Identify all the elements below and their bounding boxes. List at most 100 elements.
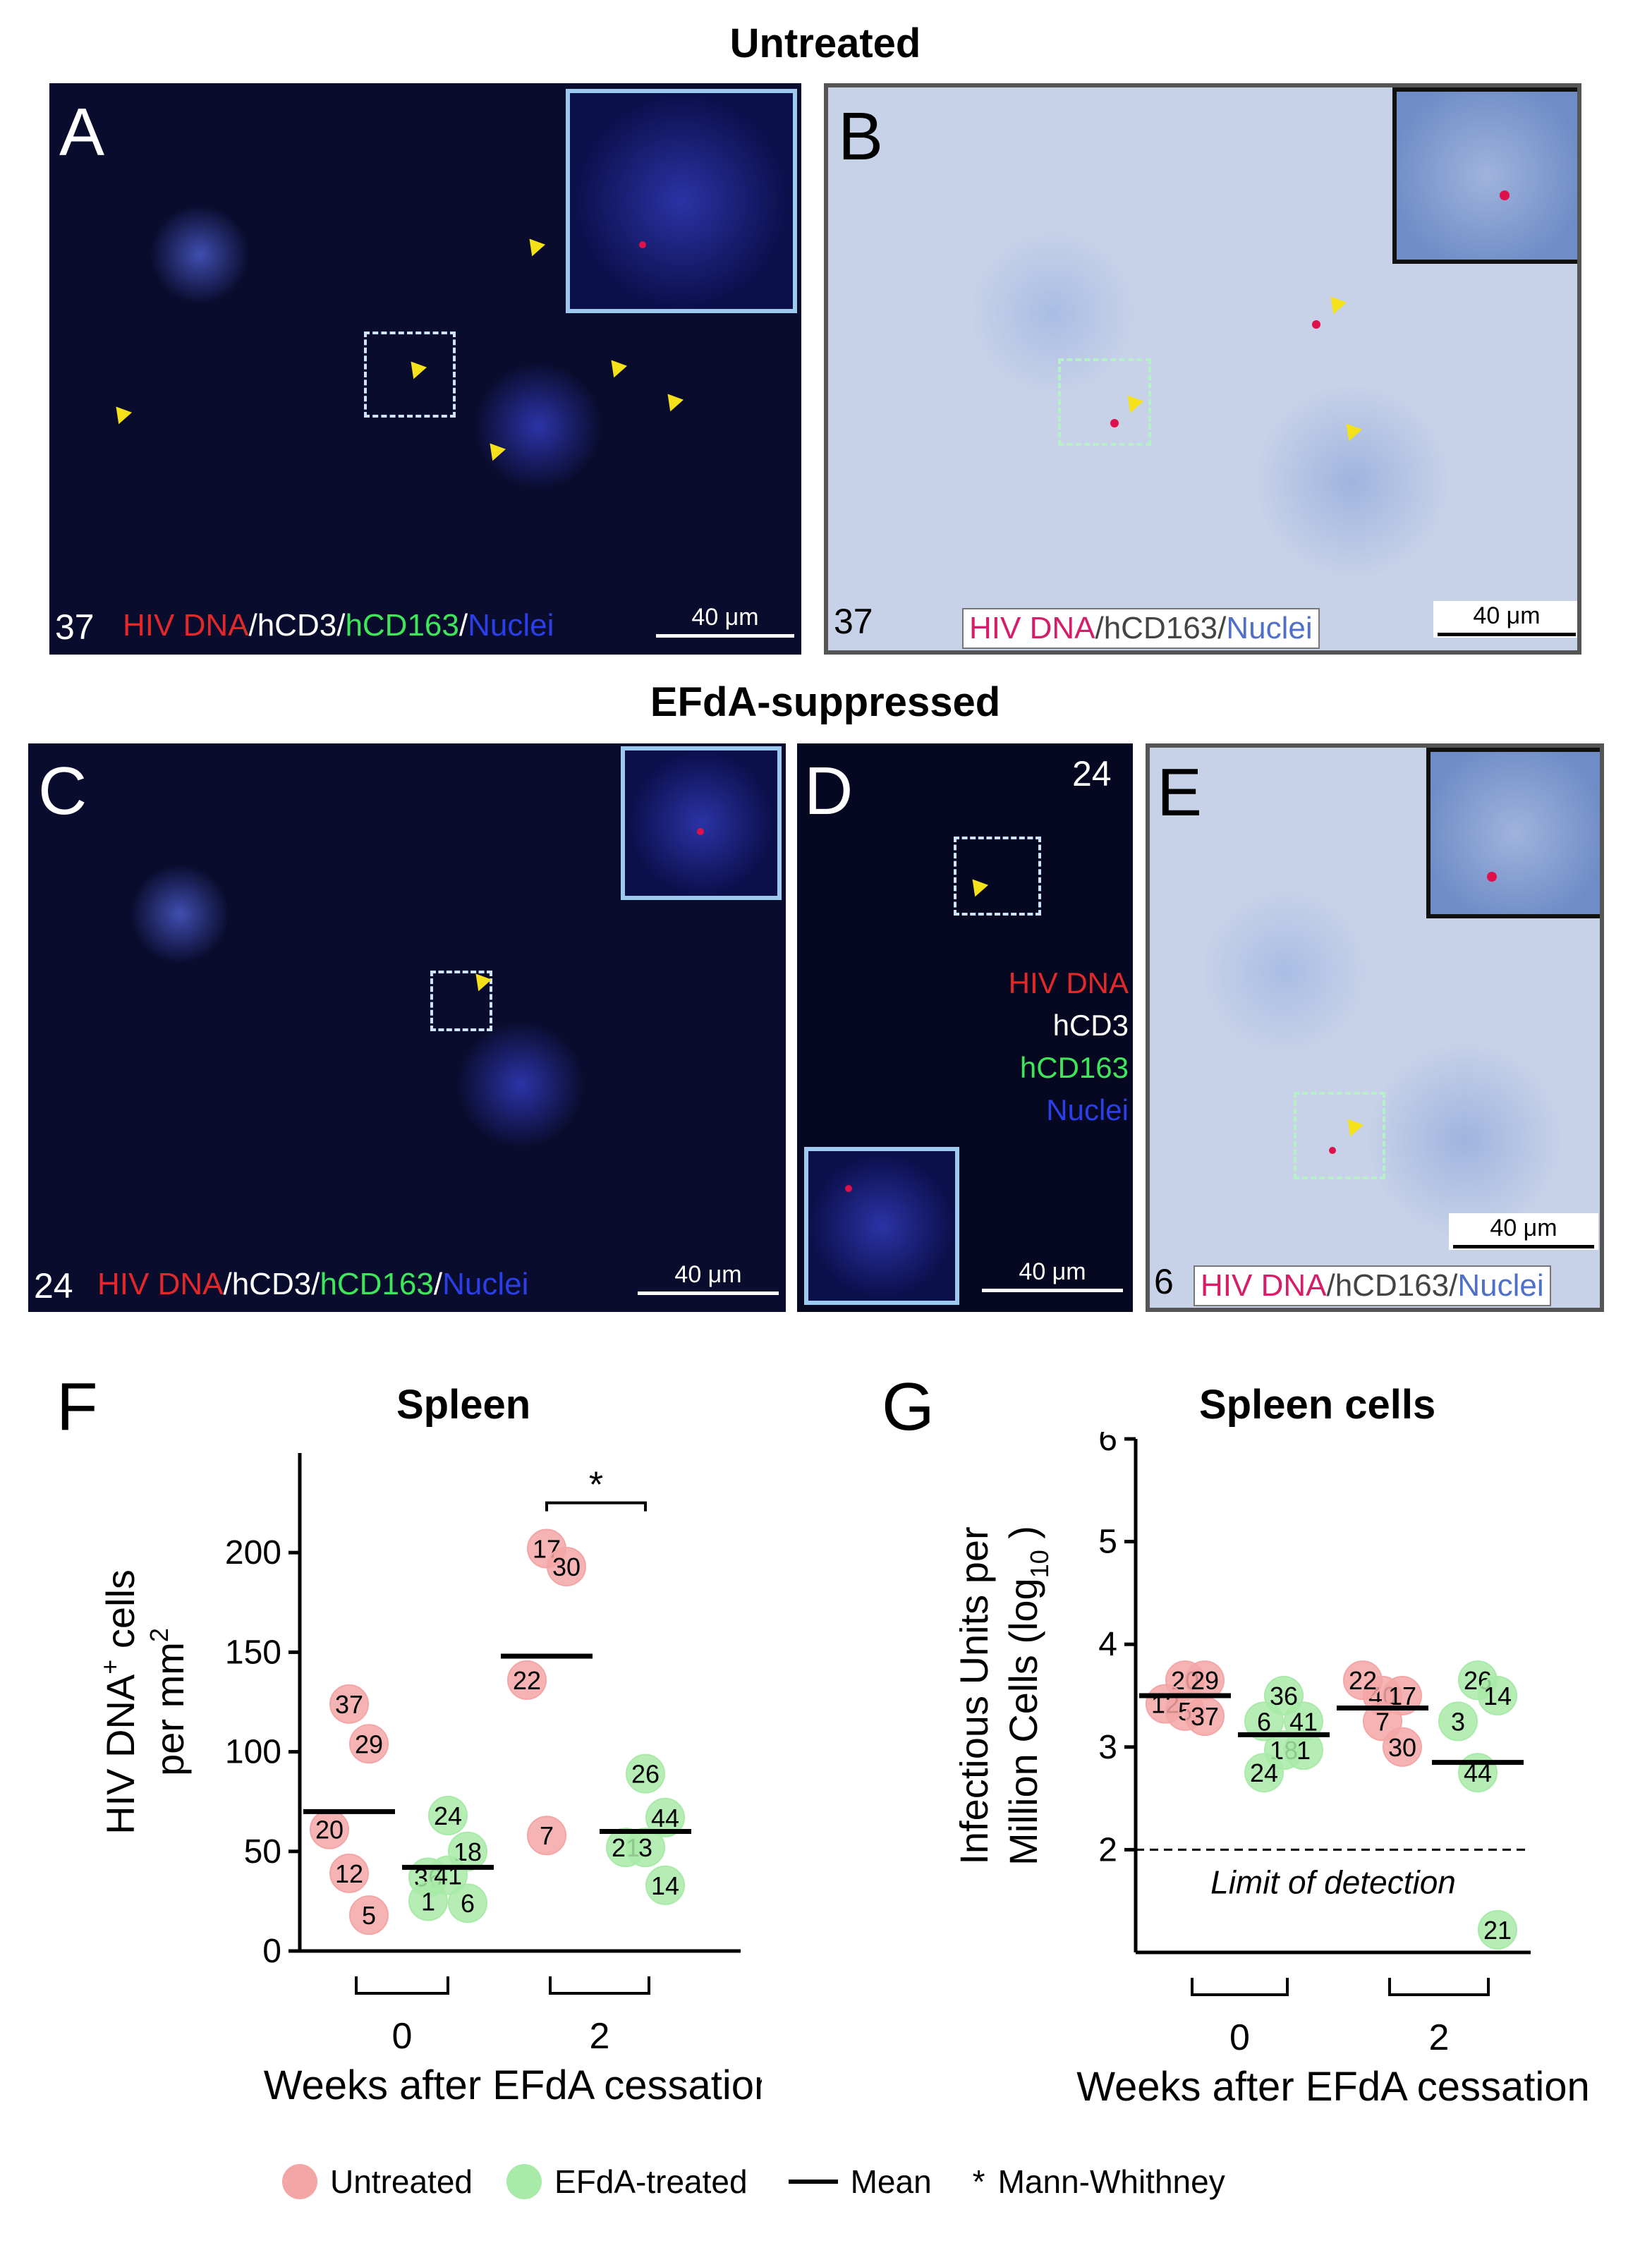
significance-bracket xyxy=(545,1501,647,1512)
panel-d-mouse-id: 24 xyxy=(1072,754,1112,794)
panel-a-stain-label: HIV DNA/hCD3/hCD163/Nuclei xyxy=(123,608,554,643)
group-bracket xyxy=(1388,1978,1490,1996)
untreated-section-title: Untreated xyxy=(729,20,921,66)
data-point-label: 7 xyxy=(1375,1707,1390,1736)
hiv-dna-dot xyxy=(697,828,704,835)
data-point xyxy=(626,1753,665,1794)
panel-b-image: B 37 HIV DNA/hCD163/Nuclei 40 μm xyxy=(824,83,1581,655)
data-point xyxy=(645,1797,685,1837)
data-point-label: 22 xyxy=(513,1666,541,1695)
y-axis-label-line2: Million Cells (log10 ) xyxy=(1001,1526,1054,1866)
suppressed-section-title: EFdA-suppressed xyxy=(650,679,1001,725)
panel-e-mouse-id: 6 xyxy=(1154,1262,1174,1301)
chart-g-title: Spleen cells xyxy=(1199,1382,1436,1428)
panel-a-roi xyxy=(364,332,456,418)
hiv-dna-dot xyxy=(1110,419,1119,427)
panel-d-channel-legend: HIV DNA hCD3 hCD163 Nuclei xyxy=(1008,966,1129,1126)
data-point-label: 21 xyxy=(1483,1916,1512,1945)
panel-c-mouse-id: 24 xyxy=(34,1266,73,1306)
panel-d-image: D 24 HIV DNA hCD3 hCD163 Nuclei 40 μm xyxy=(797,743,1133,1312)
data-point xyxy=(408,1881,448,1921)
data-point xyxy=(1438,1701,1478,1742)
data-point-label: 30 xyxy=(552,1552,581,1581)
panel-c-inset xyxy=(621,746,782,900)
arrow-icon xyxy=(484,443,506,464)
data-point xyxy=(626,1828,665,1868)
y-tick-label: 50 xyxy=(244,1833,281,1871)
data-point-label: 22 xyxy=(1349,1666,1377,1695)
panel-a-letter: A xyxy=(59,95,105,170)
untreated-legend-marker xyxy=(282,2164,317,2199)
x-tick-label: 0 xyxy=(392,2016,413,2057)
data-point xyxy=(1478,1676,1517,1715)
data-point xyxy=(1284,1730,1323,1770)
data-point xyxy=(329,1684,369,1724)
data-point xyxy=(1478,1909,1517,1950)
panel-b-letter: B xyxy=(838,99,884,174)
chart-g-letter: G xyxy=(882,1369,935,1445)
arrow-icon xyxy=(605,360,628,381)
chart-g-plot: 2 3 4 5 6 0 2 Weeks after EFdA cessation Limit o… xyxy=(959,1432,1590,2110)
data-point xyxy=(428,1795,468,1835)
treated-legend-label: EFdA-treated xyxy=(554,2163,748,2200)
x-axis-label: Weeks after EFdA cessation xyxy=(1076,2064,1590,2110)
panel-c-image: C 24 HIV DNA/hCD3/hCD163/Nuclei 40 μm xyxy=(28,743,786,1312)
panel-b-stain-label: HIV DNA/hCD163/Nuclei xyxy=(962,608,1320,649)
data-point xyxy=(645,1865,685,1905)
panel-d-letter: D xyxy=(804,753,854,829)
panel-a-image: A 37 HIV DNA/hCD3/hCD163/Nuclei 40 μm xyxy=(49,83,801,655)
data-point-label: 3 xyxy=(638,1833,652,1862)
data-point xyxy=(349,1724,389,1764)
arrow-icon xyxy=(110,406,133,427)
limit-of-detection-label: Limit of detection xyxy=(1210,1864,1456,1900)
data-point-label: 29 xyxy=(355,1730,383,1758)
y-tick-label: 3 xyxy=(1098,1729,1117,1766)
hiv-dna-dot xyxy=(1500,190,1510,200)
data-point-label: 1 xyxy=(1296,1736,1311,1765)
panel-d-inset xyxy=(804,1147,959,1305)
y-tick-label: 2 xyxy=(1098,1831,1117,1868)
panel-d-roi xyxy=(954,837,1041,916)
panel-c-stain-label: HIV DNA/hCD3/hCD163/Nuclei xyxy=(97,1267,529,1301)
panel-a-scalebar: 40 μm xyxy=(656,604,794,638)
y-tick-label: 6 xyxy=(1098,1432,1117,1458)
untreated-legend-label: Untreated xyxy=(330,2163,473,2200)
panel-e-inset xyxy=(1426,748,1600,918)
data-point-label: 24 xyxy=(1250,1758,1278,1787)
panel-a-mouse-id: 37 xyxy=(55,607,95,647)
data-point-label: 30 xyxy=(1388,1733,1416,1762)
y-tick-label: 4 xyxy=(1098,1626,1117,1663)
hiv-dna-dot xyxy=(1487,872,1497,882)
data-point-label: 5 xyxy=(362,1901,376,1930)
data-point xyxy=(547,1546,586,1586)
arrow-icon xyxy=(662,394,684,415)
panel-e-image: E 40 μm 6 HIV DNA/hCD163/Nuclei xyxy=(1146,743,1604,1312)
panel-a-inset xyxy=(566,89,797,313)
figure-legend: Untreated EFdA-treated Mean * Mann-Whith… xyxy=(282,2163,1225,2201)
data-point-label: 24 xyxy=(434,1801,462,1830)
data-point-label: 44 xyxy=(651,1804,679,1832)
arrow-icon xyxy=(1325,296,1347,317)
panel-b-inset xyxy=(1392,87,1577,264)
panel-b-mouse-id: 37 xyxy=(834,602,873,641)
y-tick-label: 0 xyxy=(262,1933,281,1970)
data-point xyxy=(1343,1660,1383,1701)
data-point-label: 37 xyxy=(335,1690,363,1719)
arrow-icon xyxy=(1340,423,1363,444)
mean-legend-label: Mean xyxy=(850,2163,932,2200)
data-point xyxy=(448,1883,487,1923)
x-axis-label: Weeks after EFdA cessation xyxy=(264,2062,762,2108)
panel-c-scalebar: 40 μm xyxy=(638,1261,779,1295)
x-tick-label: 2 xyxy=(590,2016,610,2057)
data-point xyxy=(1244,1701,1284,1742)
y-tick-label: 200 xyxy=(225,1534,281,1572)
data-point-label: 3 xyxy=(1451,1707,1465,1736)
data-point xyxy=(1383,1727,1422,1767)
chart-f-letter: F xyxy=(56,1369,98,1445)
significance-star: * xyxy=(589,1465,603,1506)
y-axis-label: HIV DNA+ cells xyxy=(95,1569,142,1835)
y-axis-label: Infectious Units per xyxy=(959,1526,996,1864)
panel-c-letter: C xyxy=(38,753,87,829)
